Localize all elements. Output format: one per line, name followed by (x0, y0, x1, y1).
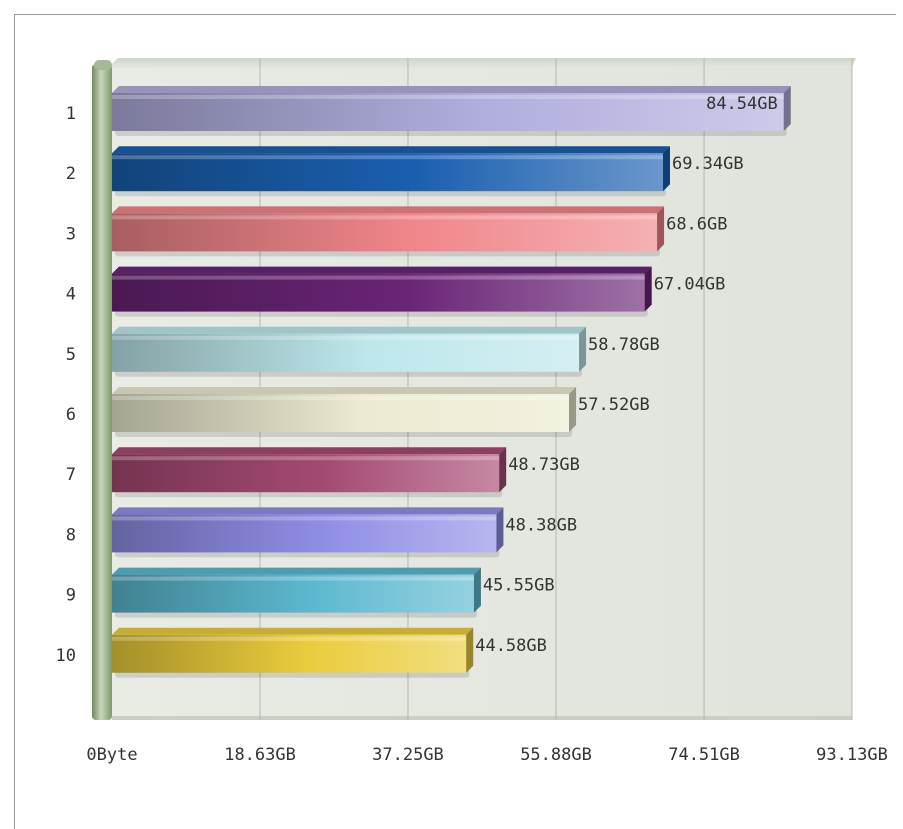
bar-value-label: 68.6GB (666, 214, 727, 234)
bar-top-face (112, 326, 587, 334)
bar-value-label: 48.38GB (505, 515, 577, 535)
y-tick-label: 2 (66, 164, 76, 184)
bar-1: 84.54GB (112, 86, 791, 136)
bar-value-label: 57.52GB (578, 395, 650, 415)
x-tick-labels: 0Byte 18.63GB 37.25GB 55.88GB 74.51GB 93.13GB (86, 745, 887, 765)
bar-top-face (112, 387, 577, 394)
bar-end-face (579, 326, 587, 372)
bar-end-face (657, 206, 665, 252)
y-tick-label: 8 (66, 525, 76, 545)
bar-front-face (112, 394, 570, 432)
bar-value-label: 48.73GB (508, 455, 580, 475)
y-tick-label: 5 (66, 345, 76, 365)
bar-value-label: 84.54GB (706, 94, 778, 114)
bar-end-face (499, 447, 507, 493)
chart-frame (14, 14, 896, 829)
plot-bottom-band (112, 716, 852, 720)
bar-front-face (112, 574, 474, 613)
bar-highlight (112, 275, 645, 280)
y-tick-label: 6 (66, 405, 76, 425)
bar-end-face (644, 266, 652, 312)
x-tick-label: 55.88GB (520, 745, 592, 765)
bar-4: 67.04GB (112, 266, 726, 317)
y-tick-label: 1 (66, 104, 76, 124)
bar-end-face (473, 567, 481, 613)
y-tick-label: 10 (56, 646, 76, 666)
bar-7: 48.73GB (112, 447, 580, 498)
y-tick-label: 9 (66, 586, 76, 606)
y-axis-bar-cap (94, 60, 112, 70)
bar-highlight (112, 215, 658, 220)
x-tick-label: 93.13GB (816, 745, 888, 765)
bar-top-face (112, 266, 652, 274)
y-tick-label: 4 (66, 285, 76, 305)
bar-end-face (783, 86, 791, 131)
bar-top-face (112, 507, 504, 515)
bar-end-face (662, 146, 670, 192)
bar-front-face (112, 634, 467, 673)
bar-3: 68.6GB (112, 206, 728, 257)
bar-highlight (112, 576, 474, 581)
bar-value-label: 69.34GB (672, 154, 744, 174)
bar-front-face (112, 213, 658, 252)
bar-end-face (496, 507, 504, 553)
bar-top-face (112, 146, 670, 154)
y-tick-label: 7 (66, 465, 76, 485)
bar-front-face (112, 153, 663, 192)
bar-top-face (112, 627, 474, 635)
bar-front-face (112, 333, 580, 372)
bar-value-label: 58.78GB (588, 335, 660, 355)
bar-highlight (112, 456, 500, 461)
bar-top-face (112, 447, 507, 455)
bar-top-face (112, 206, 665, 214)
bar-value-label: 44.58GB (475, 636, 547, 656)
bar-highlight (112, 95, 784, 99)
bar-9: 45.55GB (112, 567, 555, 618)
y-tick-label: 3 (66, 224, 76, 244)
x-tick-label: 74.51GB (668, 745, 740, 765)
bar-highlight (112, 335, 580, 340)
y-tick-labels: 1 2 3 4 5 6 7 8 9 10 (56, 104, 76, 666)
y-axis-bar (92, 64, 112, 720)
bar-highlight (112, 516, 497, 521)
bar-top-face (112, 86, 791, 93)
bar-value-label: 45.55GB (483, 576, 555, 596)
bar-highlight (112, 155, 663, 160)
bars: 84.54GB 69.34GB 68.6GB 67.04GB 58.78GB 57.52G… (112, 86, 791, 678)
bar-front-face (112, 454, 500, 493)
plot-top-band (108, 58, 856, 68)
bar-highlight (112, 636, 467, 641)
y-axis-pillar (92, 60, 112, 720)
bar-5: 58.78GB (112, 326, 660, 377)
x-tick-label: 37.25GB (372, 745, 444, 765)
bar-10: 44.58GB (112, 627, 547, 678)
bar-front-face (112, 93, 784, 131)
bar-highlight (112, 396, 570, 400)
x-tick-label: 0Byte (86, 745, 137, 765)
x-tick-label: 18.63GB (224, 745, 296, 765)
bar-value-label: 67.04GB (654, 275, 726, 295)
bar-front-face (112, 273, 645, 312)
bar-end-face (569, 387, 577, 432)
bar-top-face (112, 567, 481, 575)
bar-end-face (466, 627, 474, 673)
bar-front-face (112, 514, 497, 553)
bar-2: 69.34GB (112, 146, 744, 197)
bar-6: 57.52GB (112, 387, 650, 437)
bar-8: 48.38GB (112, 507, 577, 558)
